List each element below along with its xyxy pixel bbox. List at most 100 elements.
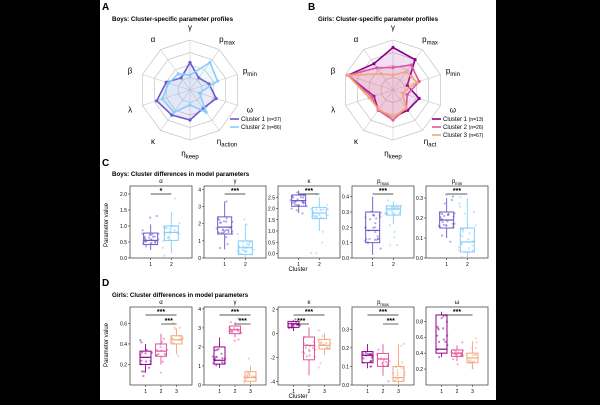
radar-point <box>417 96 421 101</box>
data-point <box>461 228 465 231</box>
data-point <box>445 224 448 227</box>
x-tick-label: 2 <box>382 389 385 395</box>
data-point <box>460 255 463 259</box>
radar-point <box>188 118 192 122</box>
data-point <box>396 374 399 377</box>
subplot-1: γ 0 1 2 3 4 1 2 *** <box>198 179 267 268</box>
y-tick-label: 0.2 <box>342 346 349 352</box>
radar-point <box>391 65 395 70</box>
radar-point <box>179 76 183 80</box>
y-tick-label: 1 <box>198 239 201 245</box>
data-point <box>156 353 159 357</box>
subplot-title: pmax <box>377 300 390 307</box>
data-point <box>229 321 232 324</box>
data-point <box>243 249 246 252</box>
data-point <box>474 337 478 340</box>
data-point <box>321 230 324 233</box>
data-point <box>299 195 303 199</box>
data-point <box>220 231 223 235</box>
data-point <box>317 329 320 332</box>
y-tick-label: 0.2 <box>342 225 349 231</box>
panel-c-title: Boys: Cluster differences in model param… <box>112 171 250 178</box>
significance-label: *** <box>165 318 173 325</box>
data-point <box>145 348 148 352</box>
y-tick-label: 2.0 <box>120 192 127 198</box>
panel-a-letter: A <box>102 2 109 13</box>
data-point <box>225 236 228 239</box>
radar-spoke <box>160 49 191 91</box>
x-tick-label: 3 <box>249 389 252 395</box>
x-tick-label: 1 <box>144 389 147 395</box>
data-point <box>452 358 455 361</box>
radar-point <box>215 79 220 83</box>
data-point <box>457 245 461 249</box>
radar-point <box>197 76 201 80</box>
x-tick-label: 1 <box>440 389 443 395</box>
ylabel-girls: Parameter value <box>104 322 110 367</box>
x-tick-label: 1 <box>297 262 300 268</box>
radar-axis-label: pmax <box>219 35 235 46</box>
data-point <box>396 369 399 372</box>
data-point <box>375 217 378 220</box>
data-point <box>444 340 447 344</box>
data-point <box>308 350 311 353</box>
radar-point <box>207 82 211 86</box>
data-point <box>321 241 324 244</box>
box-3 <box>392 365 405 382</box>
x-tick-label: 1 <box>218 389 221 395</box>
data-point <box>382 360 385 363</box>
data-point <box>446 220 449 223</box>
radar-point <box>167 81 171 85</box>
radar-point <box>155 99 159 103</box>
panel-b-letter: B <box>308 2 315 13</box>
data-point <box>142 374 145 378</box>
data-point <box>144 245 148 248</box>
subplot-0: α 0.0 0.5 1.0 1.5 2.0 1 2 * <box>120 179 193 268</box>
radar-axis-label: λ <box>128 105 132 114</box>
panel-a-title: Boys: Cluster-specific parameter profile… <box>112 16 234 23</box>
data-point <box>293 202 296 205</box>
data-point <box>165 226 168 229</box>
y-tick-label: 4 <box>198 307 201 313</box>
data-point <box>292 324 295 327</box>
y-tick-label: 0.1 <box>342 364 349 370</box>
data-point <box>224 229 227 232</box>
y-tick-label: 2 <box>198 222 201 228</box>
data-point <box>161 246 165 249</box>
data-point <box>389 244 392 247</box>
y-tick-label: 3 <box>198 326 201 332</box>
data-point <box>319 209 323 212</box>
data-point <box>463 212 466 215</box>
data-point <box>443 214 446 218</box>
data-point <box>159 371 162 374</box>
y-tick-label: 0.0 <box>268 252 275 258</box>
legend-entry: Cluster 3 (n=67) <box>443 133 484 139</box>
box-1 <box>217 216 233 235</box>
radar-point <box>372 62 376 66</box>
radar-axis-label: ηact <box>424 137 437 148</box>
data-point <box>227 228 230 232</box>
data-point <box>220 352 223 355</box>
x-tick-label: 2 <box>318 262 321 268</box>
data-point <box>362 357 365 360</box>
x-tick-label: 3 <box>471 389 474 395</box>
subplot-2: κ -4 -2 0 2 1 2 3 ****** <box>271 300 341 395</box>
data-point <box>471 249 474 252</box>
y-tick-label: 0.2 <box>120 362 127 368</box>
subplot-title: ω <box>455 300 460 306</box>
box-1 <box>361 351 374 364</box>
data-point <box>314 215 317 218</box>
radar-point <box>172 110 176 114</box>
y-tick-label: 0.5 <box>268 240 275 246</box>
radar-point <box>208 60 212 65</box>
data-point <box>437 327 440 330</box>
x-tick-label: 1 <box>149 262 152 268</box>
data-point <box>163 254 166 257</box>
significance-label: *** <box>297 318 305 325</box>
radar-spoke <box>189 49 220 91</box>
data-point <box>319 362 322 365</box>
data-point <box>393 230 396 233</box>
significance-label: * <box>160 188 163 195</box>
y-tick-label: 0.6 <box>416 335 423 341</box>
radar-point <box>400 91 405 95</box>
